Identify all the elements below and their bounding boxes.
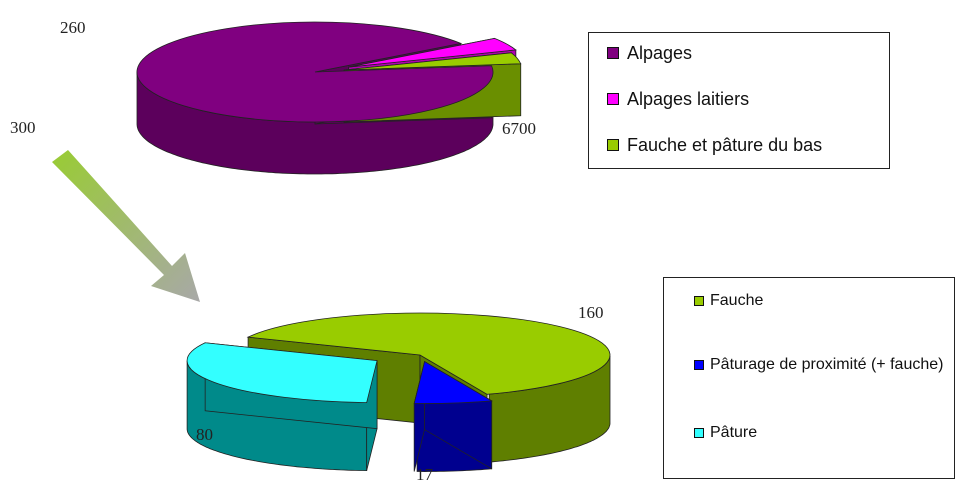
pie-slice-alpages [136,21,494,123]
legend-label: Pâture [710,424,758,441]
data-label-p-ture: 80 [196,425,213,444]
data-label-alpages-laitiers: 300 [10,118,36,137]
legend-swatch [694,296,704,306]
legend-label: Alpages laitiers [627,89,750,109]
legend-swatch [694,360,704,370]
legend-label: Fauche et pâture du bas [627,135,823,155]
pie-slice-p-turage-de-proximit-fauche- [413,360,493,404]
pie-slice-alpages-laitiers [348,37,517,68]
legend-item: Pâture [694,422,944,444]
data-label-fauche-et-p-ture-du-bas: 260 [60,18,86,37]
legend-swatch [607,93,619,105]
legend-label: Fauche [710,292,764,309]
legend-item: Pâturage de proximité (+ fauche) [694,354,944,376]
data-label-alpages: 6700 [502,119,536,138]
pie-chart-2 [186,312,611,473]
transition-arrow [52,150,200,302]
pie-slice-p-ture [186,342,378,404]
legend-swatch [607,139,619,151]
data-label-p-turage-de-proximit-fauche-: 17 [416,465,434,484]
legend-chart-2: Fauche Pâturage de proximité (+ fauche) Pâ… [663,277,955,479]
legend-swatch [694,428,704,438]
pie-slice-fauche [246,312,611,395]
legend-label: Alpages [627,43,693,63]
data-label-fauche: 160 [578,303,604,322]
data-labels: 6700 300 260 160 17 80 [10,18,604,484]
pie-chart-1 [136,21,522,175]
legend-item: Alpages laitiers [607,89,877,110]
pie-slice-fauche-et-p-ture-du-bas [344,52,522,71]
legend-chart-1: Alpages Alpages laitiers Fauche et pâture … [588,32,890,169]
legend-item: Fauche et pâture du bas [607,135,885,156]
legend-swatch [607,47,619,59]
legend-label: Pâturage de proximité (+ fauche) [710,356,944,373]
legend-item: Fauche [694,290,944,312]
legend-item: Alpages [607,43,877,64]
